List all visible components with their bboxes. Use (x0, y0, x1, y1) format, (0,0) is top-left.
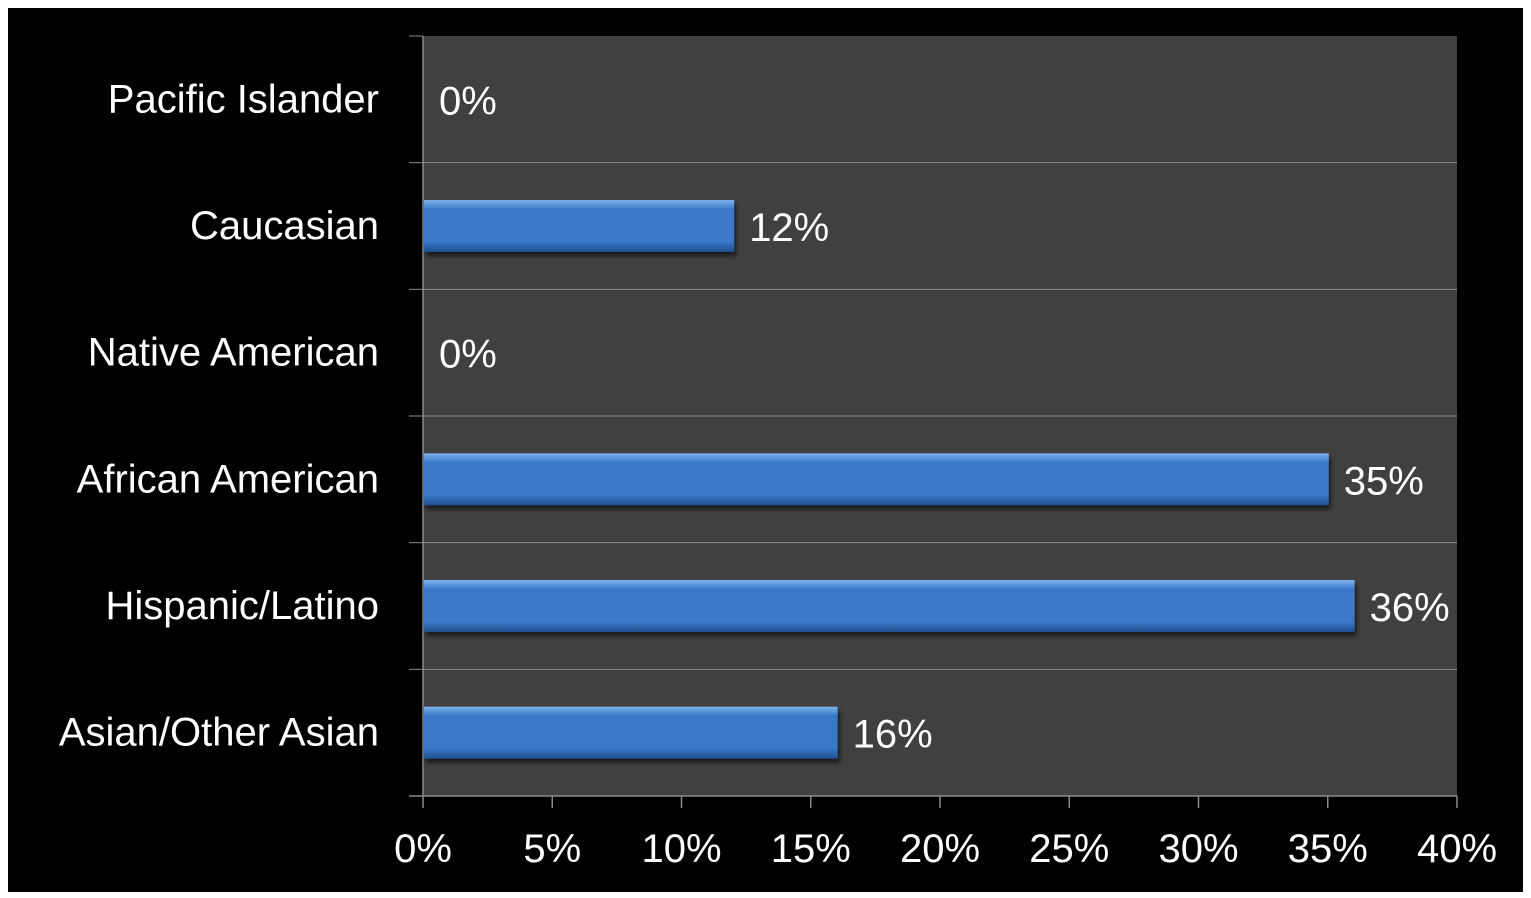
data-label: 36% (1370, 586, 1450, 630)
bar (424, 706, 838, 759)
x-tick-label: 5% (523, 827, 581, 871)
category-label: Asian/Other Asian (59, 711, 379, 755)
bar (424, 453, 1329, 506)
x-tick-label: 10% (641, 827, 721, 871)
x-tick-label: 35% (1288, 827, 1368, 871)
bar-chart: 0% 5% 10% 15% 20% 25% 30% 35% 40% Pacific Islande… (59, 35, 1497, 871)
category-label: African American (77, 457, 379, 501)
x-tick-label: 20% (900, 827, 980, 871)
data-label: 0% (439, 79, 497, 123)
bar (424, 580, 1355, 632)
x-tick-label: 30% (1158, 827, 1238, 871)
labels: 0% 5% 10% 15% 20% 25% 30% 35% 40% Pacific Islande… (59, 77, 1497, 871)
category-label: Caucasian (190, 204, 379, 248)
category-label: Hispanic/Latino (106, 584, 380, 628)
bar (424, 200, 735, 252)
category-label: Pacific Islander (108, 77, 379, 121)
category-label: Native American (88, 331, 379, 375)
data-label: 35% (1344, 459, 1424, 503)
bars (424, 200, 1355, 759)
data-label: 0% (439, 333, 497, 377)
x-tick-label: 25% (1029, 827, 1109, 871)
x-tick-label: 0% (394, 827, 452, 871)
x-tick-label: 40% (1417, 827, 1497, 871)
chart-frame: 0% 5% 10% 15% 20% 25% 30% 35% 40% Pacific Islande… (8, 8, 1523, 892)
data-label: 16% (853, 713, 933, 757)
x-tick-label: 15% (771, 827, 851, 871)
gridlines (423, 162, 1457, 670)
axes (409, 35, 1458, 808)
data-label: 12% (749, 206, 829, 250)
